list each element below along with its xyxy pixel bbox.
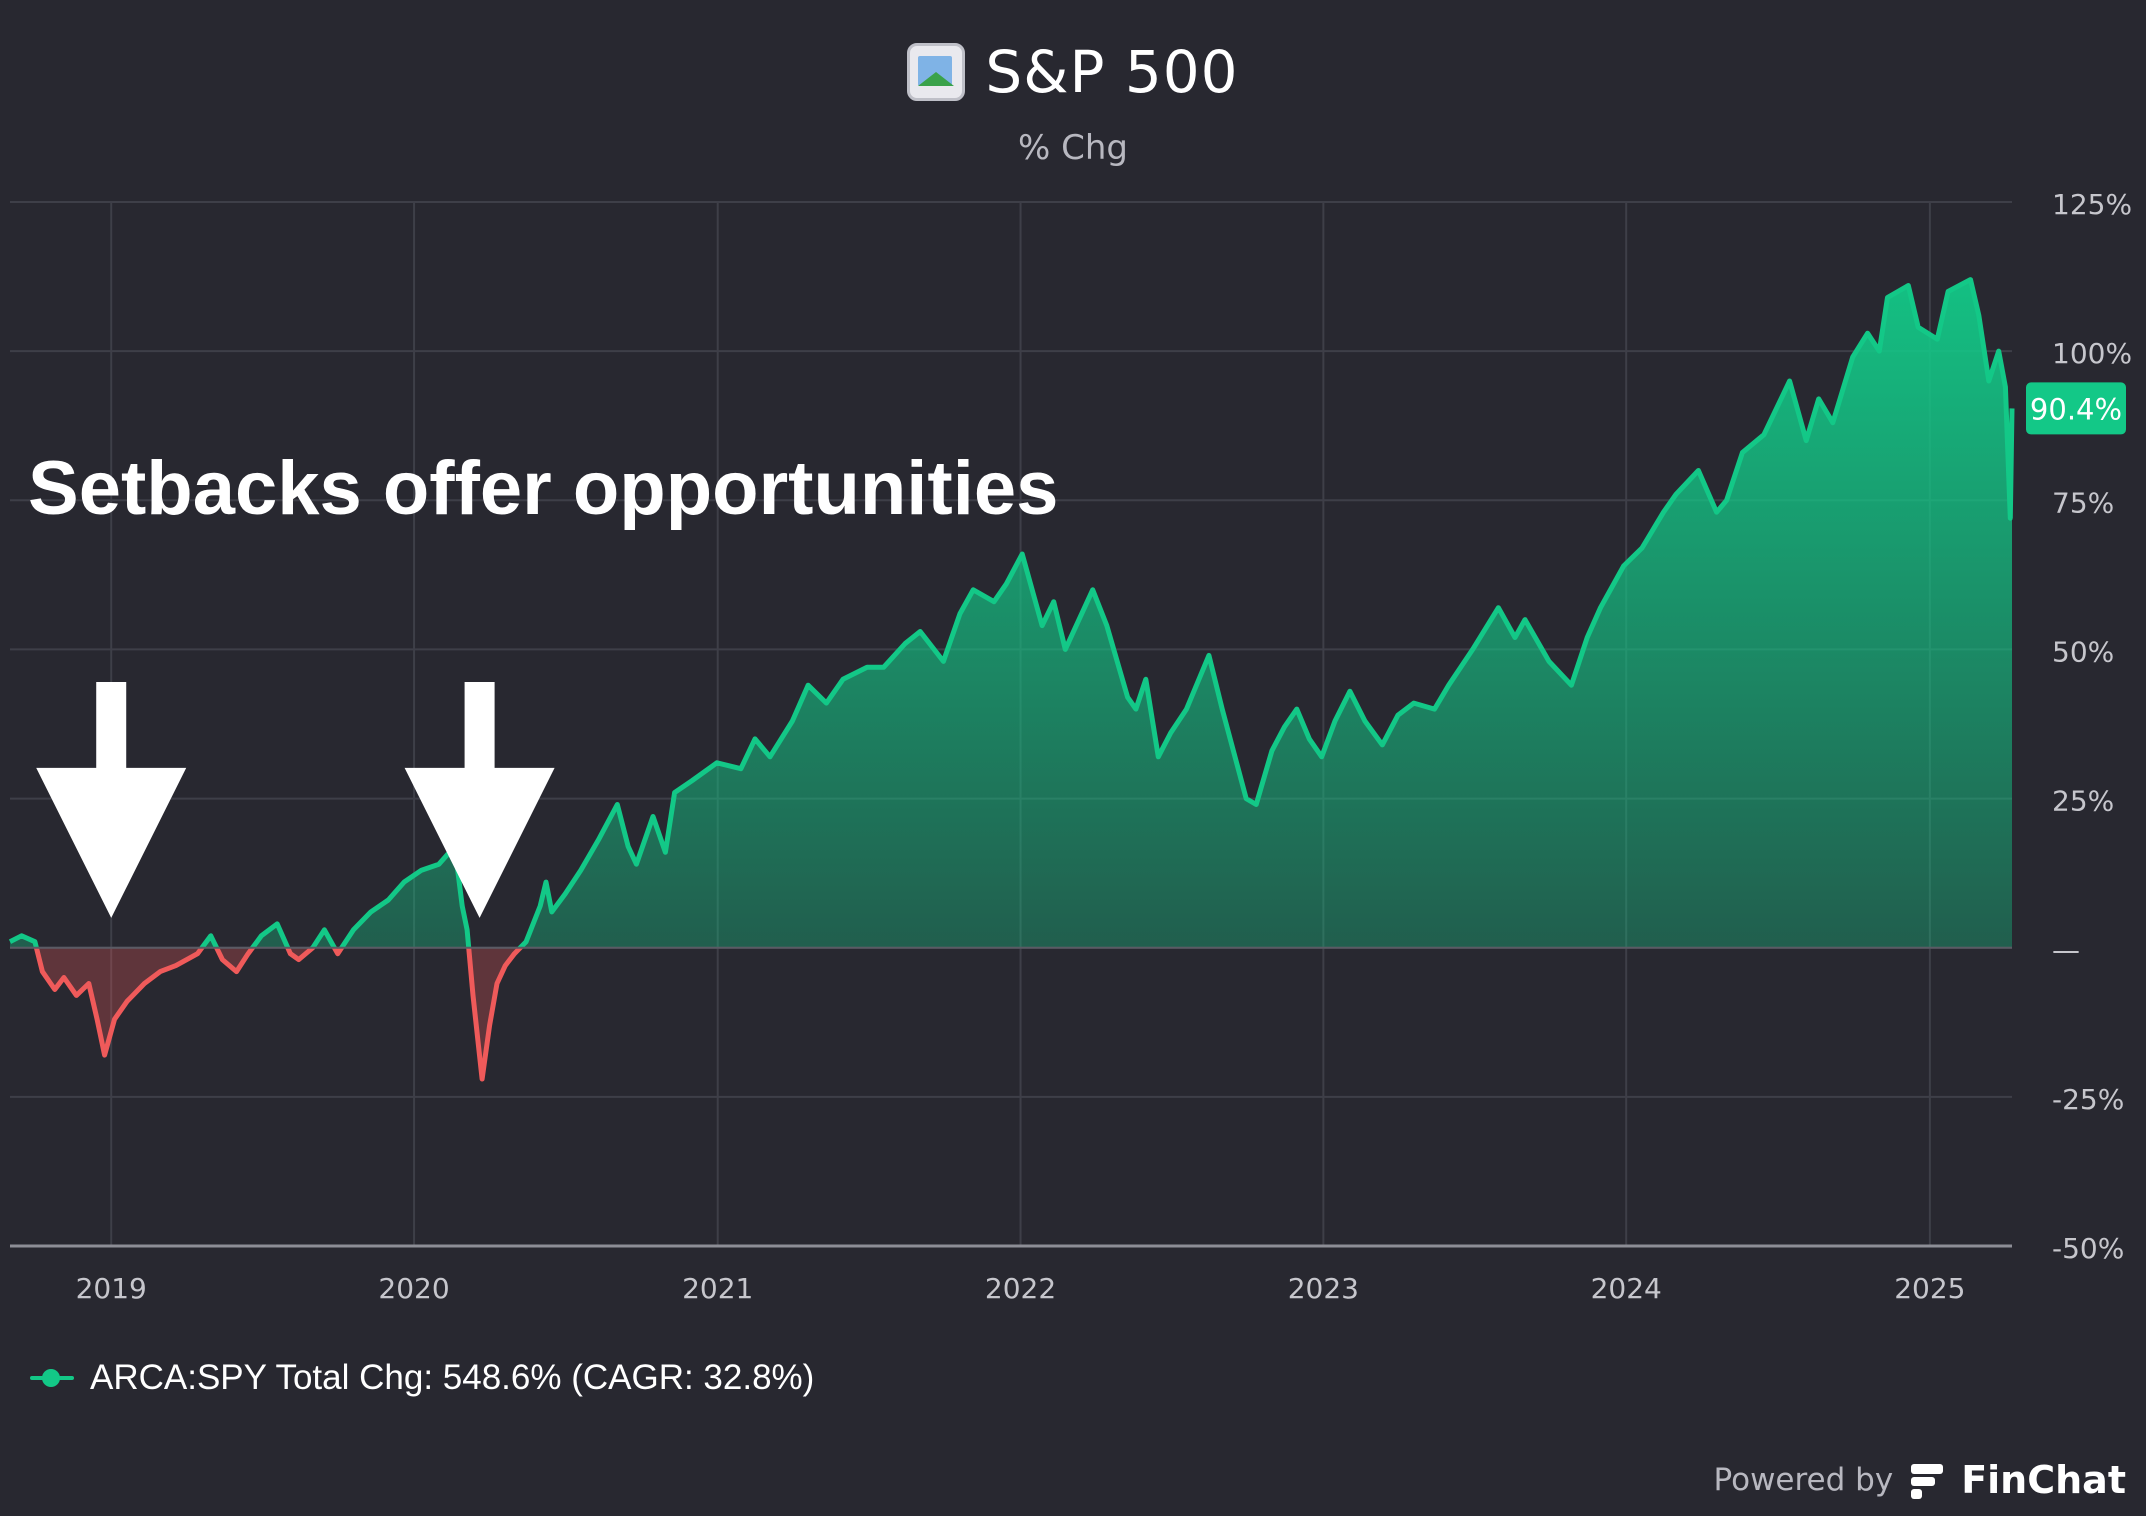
legend-label: ARCA:SPY Total Chg: 548.6% (CAGR: 32.8%) <box>90 1358 815 1397</box>
y-tick-label: 50% <box>2052 635 2114 668</box>
chart-subtitle: % Chg <box>1018 128 1128 168</box>
positive-area-fill <box>10 279 2012 948</box>
broken-image-icon <box>907 43 966 101</box>
legend-series-marker-icon <box>30 1369 74 1387</box>
title-bar: S&P 500 <box>0 38 2146 106</box>
finchat-brand-name: FinChat <box>1961 1458 2126 1502</box>
footer-branding[interactable]: Powered by FinChat <box>1714 1458 2126 1502</box>
y-tick-label: 125% <box>2052 188 2132 221</box>
y-tick-label: 75% <box>2052 486 2114 519</box>
series-line-negative <box>33 947 524 1082</box>
y-tick-label: -25% <box>2052 1083 2124 1116</box>
last-value-badge <box>2026 382 2126 435</box>
y-tick-label: — <box>2052 934 2080 967</box>
arrows-layer <box>36 682 555 918</box>
y-tick-label: 25% <box>2052 785 2114 818</box>
last-value-label: 90.4% <box>2030 392 2122 426</box>
x-tick-label: 2023 <box>1288 1272 1359 1305</box>
arrow-2020-icon <box>404 682 555 918</box>
finchat-logo-icon <box>1907 1460 1947 1500</box>
area-layer <box>8 277 2015 1082</box>
x-tick-label: 2020 <box>378 1272 449 1305</box>
arrow-2019-icon <box>36 682 187 918</box>
axes: 125% 100% 75% 50% 25% — -25% -50% 2019 2020 2021 20… <box>10 188 2132 1305</box>
x-tick-label: 2021 <box>682 1272 753 1305</box>
legend[interactable]: ARCA:SPY Total Chg: 548.6% (CAGR: 32.8%) <box>30 1358 814 1398</box>
x-tick-label: 2019 <box>76 1272 147 1305</box>
chart-title: S&P 500 <box>985 38 1239 106</box>
y-tick-label: -50% <box>2052 1232 2124 1265</box>
y-tick-label: 100% <box>2052 337 2132 370</box>
x-tick-label: 2024 <box>1591 1272 1662 1305</box>
series-line-positive <box>8 277 2015 948</box>
powered-by-label: Powered by <box>1713 1462 1894 1498</box>
x-tick-label: 2025 <box>1894 1272 1965 1305</box>
x-tick-label: 2022 <box>985 1272 1056 1305</box>
annotation-headline: Setbacks offer opportunities <box>28 446 1059 531</box>
